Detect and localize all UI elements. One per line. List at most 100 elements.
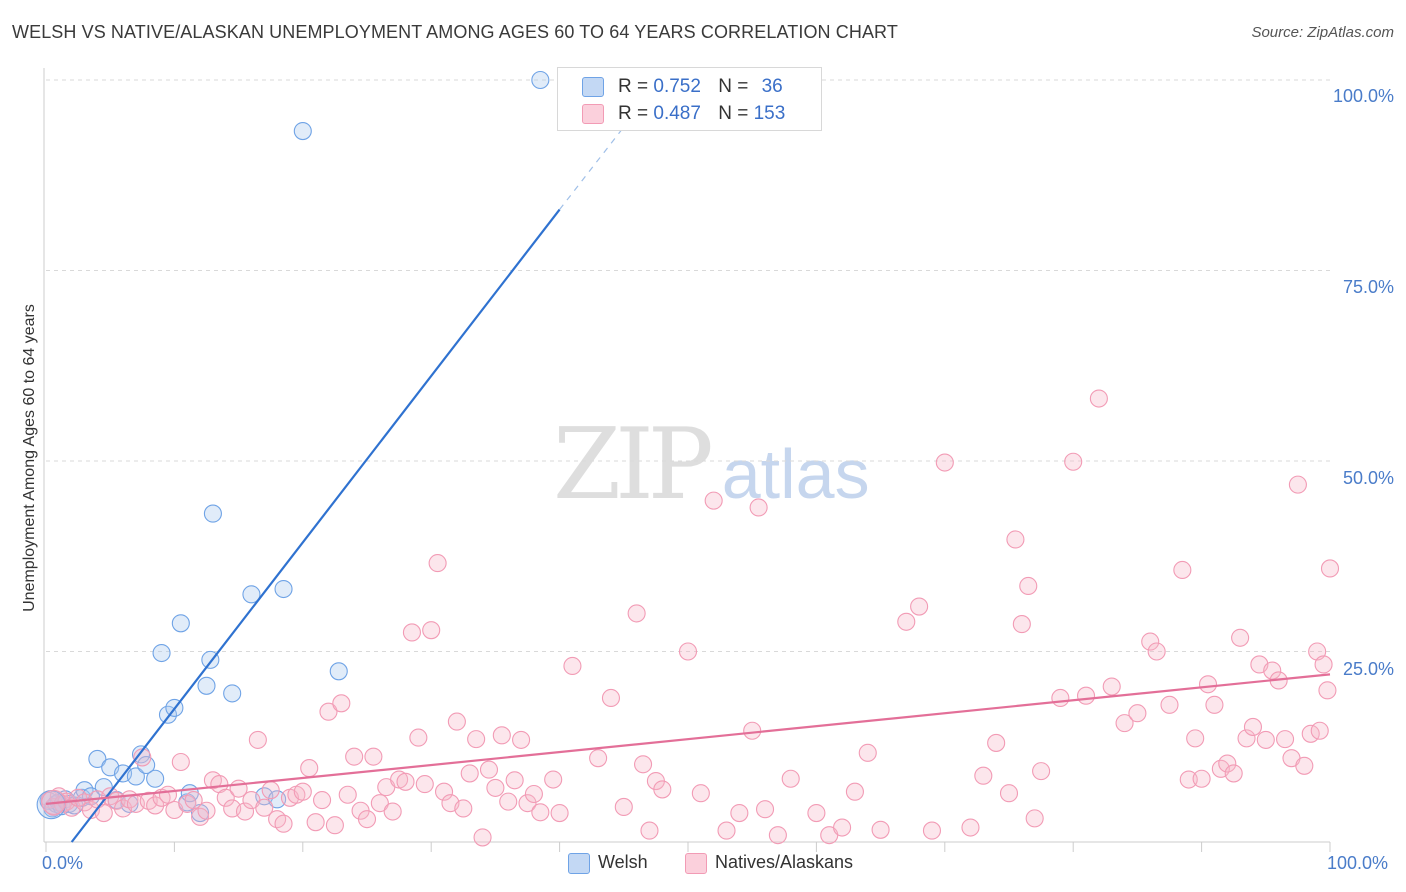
natives-point xyxy=(1310,721,1329,740)
natives-point xyxy=(518,794,537,813)
watermark-atlas: atlas xyxy=(721,435,870,513)
natives-point xyxy=(1141,632,1160,651)
n-label: N = xyxy=(718,103,749,124)
n-value: 36 xyxy=(761,76,783,97)
natives-point xyxy=(1192,769,1211,788)
natives-point xyxy=(974,766,993,785)
natives-point xyxy=(1288,475,1307,494)
x-tick-label: 100.0% xyxy=(1327,853,1389,873)
natives-point xyxy=(987,733,1006,752)
natives-point xyxy=(1147,642,1166,661)
natives-point xyxy=(871,820,890,839)
correlation-legend: R = 0.752 N = 36 R = 0.487 N = 153 xyxy=(557,67,822,131)
natives-point xyxy=(261,781,280,800)
natives-point xyxy=(274,814,293,833)
natives-point xyxy=(293,782,312,801)
natives-point xyxy=(910,597,929,616)
natives-point xyxy=(961,818,980,837)
natives-point xyxy=(678,642,698,661)
data-points xyxy=(36,70,1340,847)
n-value: 153 xyxy=(753,103,786,124)
natives-point xyxy=(807,803,826,823)
natives-point xyxy=(1102,677,1121,696)
natives-point xyxy=(499,792,518,811)
natives-point xyxy=(306,813,325,832)
natives-point xyxy=(1128,704,1147,723)
natives-point xyxy=(833,818,852,837)
legend-label-natives: Natives/Alaskans xyxy=(715,852,854,872)
welsh-point xyxy=(242,585,261,604)
natives-point xyxy=(146,796,165,815)
natives-point xyxy=(704,491,723,510)
natives-point xyxy=(235,802,255,821)
natives-point xyxy=(589,749,608,768)
natives-point xyxy=(492,726,511,745)
natives-point xyxy=(749,498,768,517)
natives-point xyxy=(171,752,190,772)
natives-point xyxy=(255,798,274,817)
natives-point xyxy=(1318,681,1337,700)
r-value: 0.752 xyxy=(653,76,701,97)
trend-lines xyxy=(45,110,1331,843)
natives-point xyxy=(1205,695,1224,714)
natives-point xyxy=(1263,661,1282,680)
natives-point xyxy=(1320,559,1340,578)
legend-swatch-welsh xyxy=(582,77,604,97)
natives-point xyxy=(338,785,357,804)
natives-point xyxy=(383,802,402,821)
natives-point xyxy=(473,828,492,847)
legend-label-welsh: Welsh xyxy=(598,852,648,872)
natives-point xyxy=(486,778,505,797)
welsh-point xyxy=(126,767,145,786)
natives-point xyxy=(332,694,351,713)
legend-swatch-welsh xyxy=(568,853,590,874)
natives-point xyxy=(1179,770,1198,789)
natives-trend-line xyxy=(45,673,1331,805)
natives-point xyxy=(627,604,646,623)
natives-point xyxy=(653,780,672,799)
natives-point xyxy=(550,803,569,823)
natives-point xyxy=(1198,675,1218,694)
legend-swatch-natives xyxy=(685,853,707,874)
natives-point xyxy=(402,623,421,642)
grid-lines xyxy=(46,79,1330,652)
natives-point xyxy=(1295,756,1314,775)
welsh-trend-extension xyxy=(559,110,638,210)
natives-point xyxy=(1019,576,1038,596)
natives-point xyxy=(512,730,531,749)
natives-point xyxy=(755,800,775,819)
natives-point xyxy=(460,764,479,783)
natives-point xyxy=(634,755,653,774)
natives-point xyxy=(1076,686,1096,705)
natives-point xyxy=(1231,628,1250,647)
natives-point xyxy=(1064,452,1083,471)
natives-point xyxy=(467,730,486,749)
natives-point xyxy=(563,656,582,676)
welsh-point xyxy=(88,749,107,768)
natives-point xyxy=(1276,730,1295,749)
natives-point xyxy=(1032,762,1051,781)
natives-point xyxy=(1089,389,1108,408)
natives-point xyxy=(781,769,800,788)
natives-point xyxy=(691,784,710,803)
natives-point xyxy=(422,621,441,640)
natives-point xyxy=(1173,560,1192,580)
y-axis-title: Unemployment Among Ages 60 to 64 years xyxy=(21,304,38,612)
welsh-point xyxy=(203,504,222,523)
source-label: Source: ZipAtlas.com xyxy=(1251,24,1394,41)
bottom-legend-welsh: Welsh xyxy=(568,851,668,875)
natives-point xyxy=(1012,615,1031,634)
natives-point xyxy=(447,712,466,731)
welsh-trend-line xyxy=(70,208,561,843)
natives-point xyxy=(1218,754,1237,773)
r-value: 0.487 xyxy=(653,103,701,124)
natives-point xyxy=(428,554,447,573)
natives-point xyxy=(1051,688,1070,708)
natives-point xyxy=(730,803,749,823)
natives-point xyxy=(415,775,434,794)
natives-point xyxy=(158,785,178,804)
welsh-point xyxy=(293,122,312,141)
y-tick-label: 50.0% xyxy=(1342,468,1394,488)
natives-point xyxy=(531,803,550,822)
